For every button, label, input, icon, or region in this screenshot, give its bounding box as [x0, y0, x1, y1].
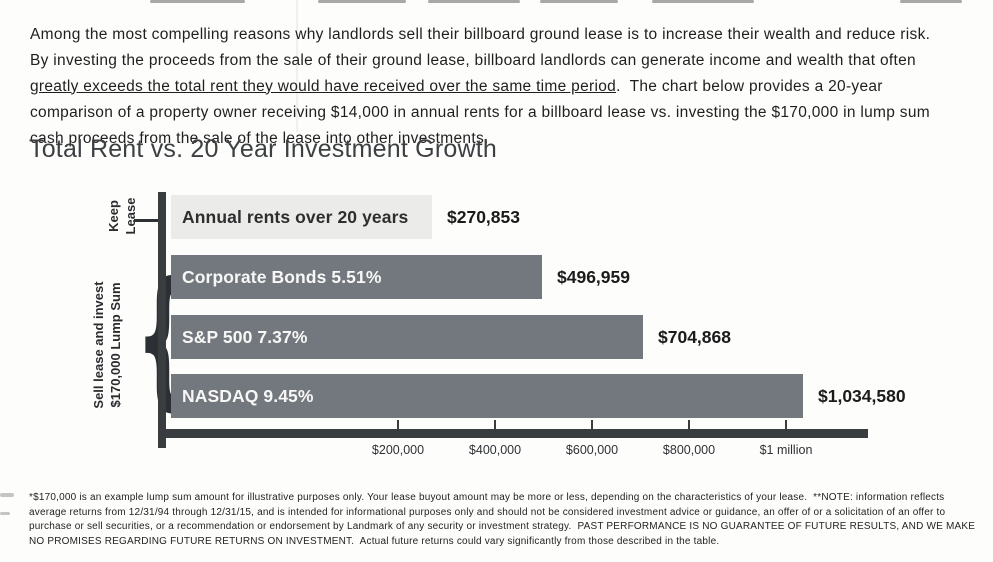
x-axis-tick	[785, 420, 787, 429]
scan-artifact-mark	[318, 0, 406, 3]
bar-corporate-bonds: Corporate Bonds 5.51%	[171, 255, 542, 299]
bar-label: Corporate Bonds 5.51%	[182, 266, 382, 287]
bar-value-label: $704,868	[658, 326, 731, 347]
y-axis-line	[158, 192, 166, 448]
intro-text-lead: Among the most compelling reasons why la…	[30, 25, 940, 69]
chart-title: Total Rent vs. 20 Year Investment Growth	[29, 135, 497, 163]
bar-label: S&P 500 7.37%	[182, 326, 308, 347]
scan-artifact-mark	[540, 0, 618, 3]
scan-artifact-mark	[900, 0, 962, 3]
x-axis-tick	[397, 420, 399, 429]
bar-nasdaq: NASDAQ 9.45%	[171, 374, 803, 418]
x-axis-tick-label: $400,000	[468, 443, 522, 457]
x-axis-tick	[494, 420, 496, 429]
scan-smudge	[0, 512, 10, 515]
intro-text-tail: . The chart below provides a 20-year com…	[30, 77, 935, 147]
scan-smudge	[0, 493, 14, 497]
sell-lease-axis-label: Sell lease and invest $170,000 Lump Sum	[90, 250, 126, 440]
keep-lease-axis-label-line2: Lease	[123, 197, 138, 235]
bar-row-sp500: S&P 500 7.37% $704,868	[171, 315, 731, 359]
footnote-text: *$170,000 is an example lump sum amount …	[29, 492, 979, 548]
sell-lease-axis-label-line1: Sell lease and invest	[91, 281, 106, 409]
x-axis-tick	[591, 420, 593, 429]
keep-lease-axis-label: Keep Lease	[105, 176, 141, 256]
keep-lease-tick-line	[134, 219, 158, 222]
scan-artifact-mark	[150, 0, 245, 3]
bar-row-annual-rents: Annual rents over 20 years $270,853	[171, 195, 520, 239]
scan-fold-line	[296, 0, 298, 132]
bar-annual-rents: Annual rents over 20 years	[171, 195, 432, 239]
bar-sp500: S&P 500 7.37%	[171, 315, 643, 359]
bar-row-nasdaq: NASDAQ 9.45% $1,034,580	[171, 374, 906, 418]
intro-text-underlined: greatly exceeds the total rent they woul…	[30, 77, 617, 95]
sell-lease-axis-label-line2: $170,000 Lump Sum	[108, 282, 123, 408]
x-axis-tick-label: $200,000	[371, 443, 425, 457]
bar-label: NASDAQ 9.45%	[182, 385, 314, 406]
bar-value-label: $1,034,580	[818, 385, 906, 406]
intro-paragraph: Among the most compelling reasons why la…	[30, 22, 946, 152]
x-axis-line	[158, 429, 868, 438]
bar-value-label: $496,959	[557, 266, 630, 287]
x-axis-tick-label: $1 million	[759, 443, 813, 457]
keep-lease-axis-label-line1: Keep	[106, 200, 121, 232]
x-axis-tick-label: $600,000	[565, 443, 619, 457]
x-axis-tick	[688, 420, 690, 429]
scan-artifact-mark	[428, 0, 520, 3]
scan-artifact-mark	[652, 0, 754, 3]
x-axis-tick-label: $800,000	[662, 443, 716, 457]
bar-row-corporate-bonds: Corporate Bonds 5.51% $496,959	[171, 255, 630, 299]
bar-value-label: $270,853	[447, 206, 520, 227]
bar-label: Annual rents over 20 years	[182, 206, 409, 227]
